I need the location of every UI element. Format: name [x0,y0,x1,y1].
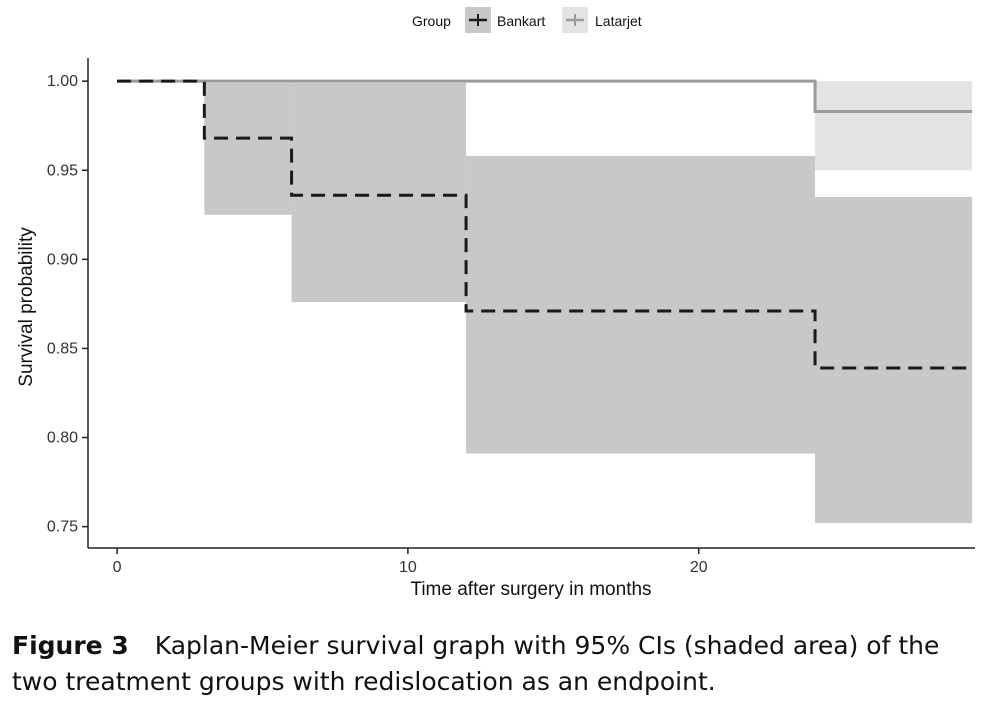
caption-text: Kaplan-Meier survival graph with 95% CIs… [12,631,940,696]
legend-title: Group [412,13,451,29]
y-tick-label: 1.00 [47,73,78,90]
bankart-ci-band-4 [815,196,973,524]
figure-caption: Figure 3 Kaplan-Meier survival graph with… [12,628,982,700]
y-tick-label: 0.75 [47,519,78,536]
x-axis-title: Time after surgery in months [410,579,651,600]
km-survival-chart: Group Bankart Latarjet 0.75 0.80 0.85 0.90 0.… [16,7,975,600]
x-tick-label: 20 [690,559,708,576]
x-tick-label: 10 [399,559,417,576]
bankart-ci-band-1 [204,82,292,215]
legend-label-latarjet: Latarjet [595,13,642,29]
latarjet-survival-line [117,79,973,113]
y-tick-label: 0.85 [47,340,78,357]
bankart-survival-line [117,79,973,370]
legend: Group Bankart Latarjet [412,7,642,33]
x-tick-label: 0 [113,559,122,576]
y-tick-label: 0.80 [47,430,78,447]
legend-label-bankart: Bankart [497,13,545,29]
caption-figure-label: Figure 3 [12,631,129,660]
bankart-ci-band-3 [466,156,816,454]
latarjet-ci-band-1 [815,81,973,171]
y-axis-title: Survival probability [16,227,37,387]
y-tick-label: 0.90 [47,251,78,268]
y-tick-label: 0.95 [47,162,78,179]
bankart-ci-band-2 [291,82,467,303]
